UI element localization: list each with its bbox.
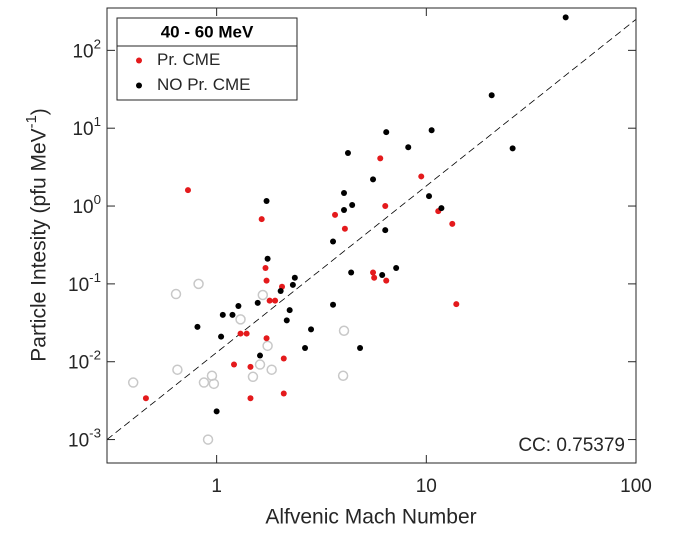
scatter-point [254,299,261,306]
scatter-point [562,14,569,21]
scatter-point [348,269,355,276]
scatter-point [193,278,204,290]
scatter-point [382,203,389,210]
scatter-point [142,395,149,402]
scatter-point [263,198,270,205]
scatter-point [258,216,265,223]
legend-label: NO Pr. CME [157,75,251,94]
scatter-point [235,302,242,309]
scatter-point [383,129,390,136]
scatter-point [219,311,226,318]
scatter-point [370,176,377,183]
scatter-point [277,288,284,295]
scatter-point [291,274,298,281]
scatter-point [332,211,339,218]
scatter-point [286,307,293,314]
scatter-point [263,277,270,284]
legend-box [116,17,298,101]
scatter-point [262,264,269,271]
y-tick-label: 102 [72,36,101,62]
scatter-point [254,359,266,370]
x-tick-label: 1 [211,476,222,497]
scatter-point [208,378,220,390]
scatter-point [426,193,433,200]
scatter-point [382,227,389,234]
scatter-point [262,340,273,352]
scatter-point [308,326,315,333]
scatter-point [257,352,264,359]
scatter-point [264,255,271,262]
scatter-point [488,92,495,99]
scatter-point [202,434,214,445]
y-axis-label: Particle Intesity (pfu MeV-1) [24,108,51,361]
fit-line [106,19,637,440]
scatter-point [247,363,254,370]
legend-label: Pr. CME [157,50,220,69]
scatter-point [349,202,356,209]
scatter-point [230,361,237,368]
scatter-point [257,289,269,301]
scatter-point [266,364,277,375]
scatter-point [302,345,309,352]
scatter-point [272,297,279,304]
scatter-point [405,144,412,151]
scatter-point [198,377,210,388]
scatter-point [449,220,456,227]
scatter-point [172,364,183,375]
scatter-point [229,311,236,318]
annotation: CC: 0.75379 [518,435,625,456]
scatter-point [337,370,349,382]
scatter-point [357,345,364,352]
scatter-point [418,173,425,180]
scatter-point [383,277,390,284]
scatter-point [218,333,225,340]
scatter-point [266,297,273,304]
scatter-point [377,155,384,162]
scatter-point [127,377,139,388]
scatter-point [338,325,350,336]
scatter-point [247,395,254,402]
scatter-point [184,187,191,194]
legend-title: 40 - 60 MeV [161,22,254,41]
scatter-point [341,190,348,197]
scatter-point [330,238,337,245]
scatter-point [341,206,348,213]
scatter-point [370,269,377,276]
legend-marker [136,82,142,89]
plot-frame [106,7,637,464]
scatter-point [453,301,460,308]
x-tick-label: 10 [416,476,437,497]
scatter-point [344,150,351,157]
scatter-point [393,264,400,271]
scatter-point [237,330,244,337]
scatter-point [235,314,246,325]
scatter-point [341,225,348,232]
scatter-point [428,127,435,134]
scatter-point [283,317,290,324]
scatter-point [263,335,270,342]
scatter-point [194,323,201,330]
scatter-point [379,272,386,279]
scatter-point [371,274,378,281]
scatter-point [243,330,250,337]
x-axis-label: Alfvenic Mach Number [265,506,476,529]
x-tick-label: 100 [620,476,652,497]
scatter-point [438,205,445,212]
scatter-point [289,281,296,288]
legend-marker [136,57,142,64]
scatter-point [247,371,259,383]
scatter-point [213,408,220,415]
scatter-point [330,301,337,308]
scatter-point [280,355,287,362]
scatter-point [280,390,287,397]
scatter-point [170,288,182,300]
scatter-point [509,145,516,152]
